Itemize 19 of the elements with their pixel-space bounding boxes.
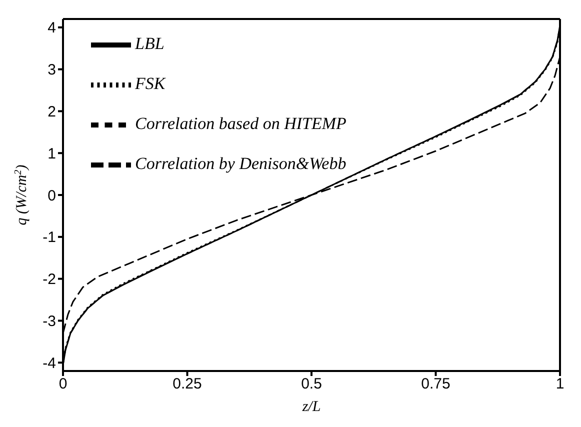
legend-label: Correlation based on HITEMP xyxy=(135,114,346,133)
x-tick-label: 0.5 xyxy=(301,376,322,393)
x-tick-label: 0 xyxy=(58,376,68,393)
x-tick-label: 0.75 xyxy=(421,376,450,393)
y-tick-label: -3 xyxy=(42,313,56,330)
y-tick-label: 4 xyxy=(48,20,56,37)
y-tick-label: -4 xyxy=(42,354,56,372)
legend-label: FSK xyxy=(135,74,166,93)
y-tick-label: 1 xyxy=(48,145,56,162)
y-tick-label: 3 xyxy=(48,62,56,79)
y-tick-label: 0 xyxy=(48,187,56,204)
y-tick-label: -2 xyxy=(42,271,56,288)
x-tick-label: 1 xyxy=(556,376,564,393)
legend-label: LBL xyxy=(135,34,164,53)
x-axis-title: z/L xyxy=(301,399,321,415)
legend-label: Correlation by Denison&Webb xyxy=(135,154,346,173)
y-tick-label: 2 xyxy=(48,104,56,121)
y-tick-label: -1 xyxy=(42,229,56,246)
x-tick-label: 0.25 xyxy=(172,376,202,393)
